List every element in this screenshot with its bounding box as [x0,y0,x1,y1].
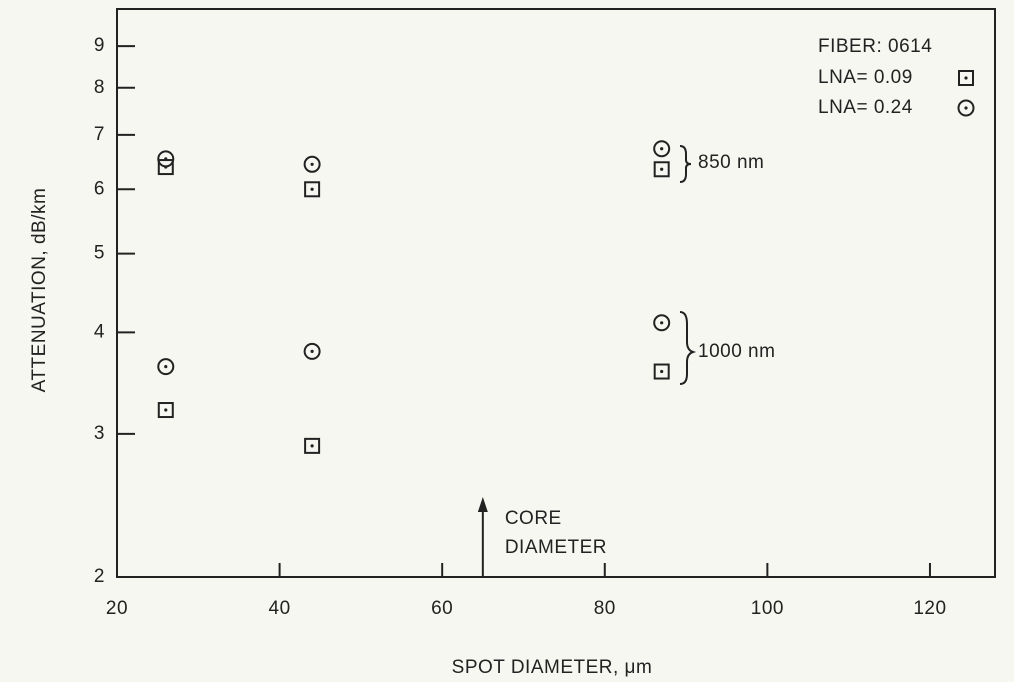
center-dot [964,76,968,80]
annotation: 850 nm [698,152,764,173]
center-dot [964,106,968,110]
legend-title: FIBER: 0614 [818,36,932,57]
square [958,70,974,86]
y-tick-label: 9 [94,35,105,56]
marker [957,99,975,117]
center-dot [660,167,664,171]
y-tick-label: 2 [94,566,105,587]
legend-label: LNA= 0.24 [818,97,913,118]
marker [653,363,670,380]
y-axis-title: ATTENUATION, dB/km [29,188,50,393]
y-tick-label: 5 [94,243,105,264]
brace [679,145,692,183]
marker [157,358,175,376]
arrow-head [477,497,488,512]
marker [958,70,974,86]
circle [157,150,175,168]
marker [653,140,671,158]
marker [653,314,671,332]
center-dot [164,365,168,369]
center-dot [310,444,314,448]
annotation: CORE [505,508,562,529]
center-dot [310,187,314,191]
circle [957,99,975,117]
center-dot [660,369,664,374]
square [157,402,174,419]
center-dot [164,408,168,412]
center-dot [310,349,314,354]
center-dot [164,157,168,161]
marker [157,150,175,168]
marker [304,437,321,454]
annotation: 1000 nm [698,341,775,362]
square [653,363,670,380]
marker [653,161,670,178]
annotation: DIAMETER [505,537,607,558]
x-axis-title: SPOT DIAMETER, μm [452,657,653,678]
y-tick-label: 4 [94,321,105,342]
legend-label: LNA= 0.09 [818,67,913,88]
circle [653,314,671,332]
center-dot [310,162,314,166]
square [304,181,321,198]
center-dot [660,147,664,151]
y-tick-label: 3 [94,423,105,444]
square [653,161,670,178]
plot-frame [116,8,996,578]
x-tick-label: 100 [751,598,784,619]
marker [304,181,321,198]
center-dot [660,321,664,325]
x-tick-label: 120 [913,598,946,619]
brace [679,311,697,385]
marker [157,402,174,419]
y-tick-label: 8 [94,77,105,98]
circle [303,342,321,360]
marker [303,155,321,173]
x-tick-label: 60 [431,598,453,619]
square [304,437,321,454]
circle [303,155,321,173]
circle [653,140,671,158]
x-tick-label: 80 [594,598,616,619]
marker [303,342,321,360]
x-tick-label: 40 [269,598,291,619]
y-tick-label: 7 [94,124,105,145]
y-tick-label: 6 [94,178,105,199]
circle [157,358,175,376]
x-tick-label: 20 [106,598,128,619]
